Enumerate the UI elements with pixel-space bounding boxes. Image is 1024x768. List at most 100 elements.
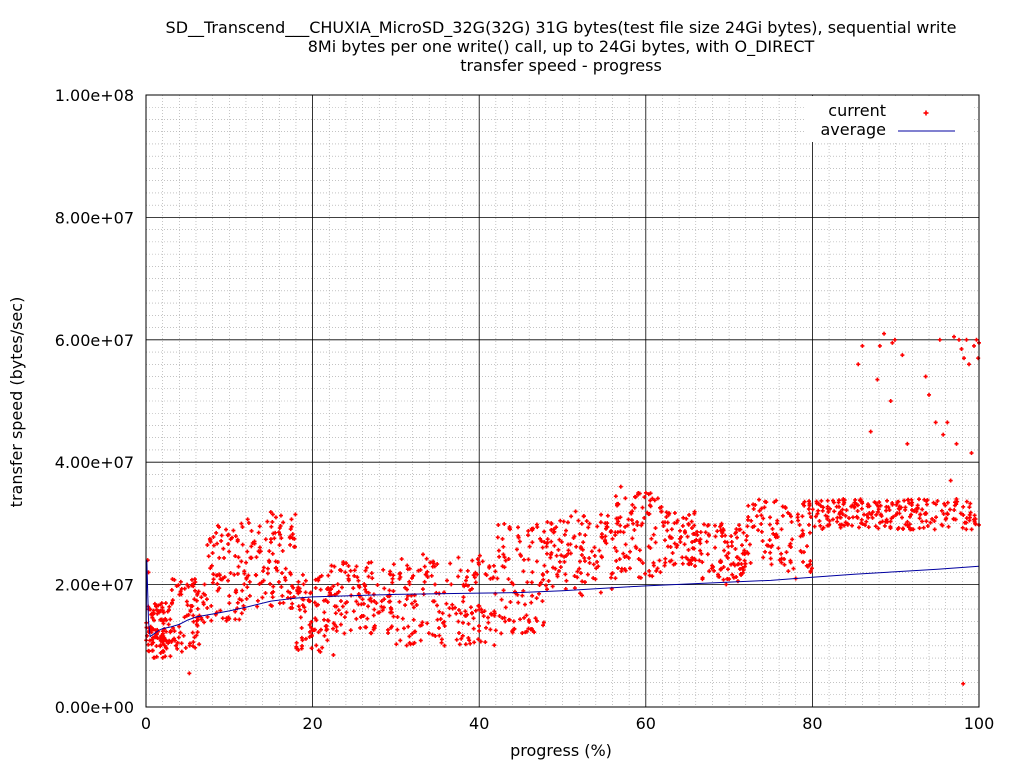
current-point [621, 530, 626, 535]
current-point [622, 567, 627, 572]
current-point [613, 494, 618, 499]
current-point [808, 559, 813, 564]
current-point [840, 507, 845, 512]
current-point [366, 574, 371, 579]
current-point [885, 519, 890, 524]
current-point [850, 503, 855, 508]
current-point [818, 523, 823, 528]
current-point [585, 572, 590, 577]
current-point [423, 572, 428, 577]
current-point [301, 582, 306, 587]
current-point [964, 527, 969, 532]
current-point [354, 616, 359, 621]
current-point [768, 550, 773, 555]
current-point [268, 510, 273, 515]
current-point [633, 495, 638, 500]
current-point [837, 510, 842, 515]
current-point [453, 605, 458, 610]
current-point [870, 510, 875, 515]
current-point [454, 637, 459, 642]
current-point [618, 515, 623, 520]
current-point [930, 516, 935, 521]
current-point [270, 595, 275, 600]
x-tick-label: 60 [636, 714, 656, 733]
current-point [220, 576, 225, 581]
chart-title-line-3: transfer speed - progress [460, 56, 662, 75]
current-point [258, 549, 263, 554]
current-point [514, 547, 519, 552]
current-point [520, 593, 525, 598]
current-point [412, 640, 417, 645]
current-point [358, 625, 363, 630]
current-point [307, 634, 312, 639]
current-point [468, 641, 473, 646]
current-point [577, 531, 582, 536]
current-point [630, 536, 635, 541]
current-point [735, 579, 740, 584]
current-point [506, 577, 511, 582]
current-point [206, 554, 211, 559]
current-point [879, 514, 884, 519]
current-point [189, 577, 194, 582]
current-point [237, 597, 242, 602]
current-point [341, 562, 346, 567]
current-point [745, 524, 750, 529]
current-point [939, 508, 944, 513]
current-point [338, 567, 343, 572]
current-point [226, 578, 231, 583]
current-point [300, 572, 305, 577]
current-point [643, 490, 648, 495]
current-point [367, 597, 372, 602]
current-point [731, 575, 736, 580]
current-point [892, 337, 897, 342]
current-point [895, 527, 900, 532]
current-point [877, 500, 882, 505]
current-point [390, 576, 395, 581]
current-point [270, 551, 275, 556]
current-point [242, 569, 247, 574]
current-point [751, 502, 756, 507]
current-point [518, 552, 523, 557]
current-point [187, 641, 192, 646]
current-point [564, 528, 569, 533]
current-point [809, 566, 814, 571]
current-point [164, 646, 169, 651]
current-point [205, 614, 210, 619]
current-point [802, 503, 807, 508]
current-point [185, 603, 190, 608]
current-point [880, 519, 885, 524]
current-point [769, 562, 774, 567]
current-point [635, 523, 640, 528]
current-point [265, 566, 270, 571]
current-point [674, 545, 679, 550]
current-point [541, 623, 546, 628]
current-point [354, 564, 359, 569]
current-point [375, 582, 380, 587]
current-point [646, 492, 651, 497]
current-point [276, 530, 281, 535]
current-point [447, 613, 452, 618]
current-point [299, 625, 304, 630]
current-point [391, 562, 396, 567]
current-point [265, 519, 270, 524]
current-point [844, 508, 849, 513]
current-point [967, 505, 972, 510]
current-point [540, 599, 545, 604]
legend: current average [806, 96, 972, 142]
current-point [152, 618, 157, 623]
current-point [360, 597, 365, 602]
current-point [937, 337, 942, 342]
current-point [878, 520, 883, 525]
current-point [759, 529, 764, 534]
current-point [808, 515, 813, 520]
current-point [630, 509, 635, 514]
current-point [307, 629, 312, 634]
current-point [425, 621, 430, 626]
current-point [630, 502, 635, 507]
current-point [249, 528, 254, 533]
current-point [587, 560, 592, 565]
current-point [964, 337, 969, 342]
current-point [832, 509, 837, 514]
current-point [866, 502, 871, 507]
current-point [705, 552, 710, 557]
